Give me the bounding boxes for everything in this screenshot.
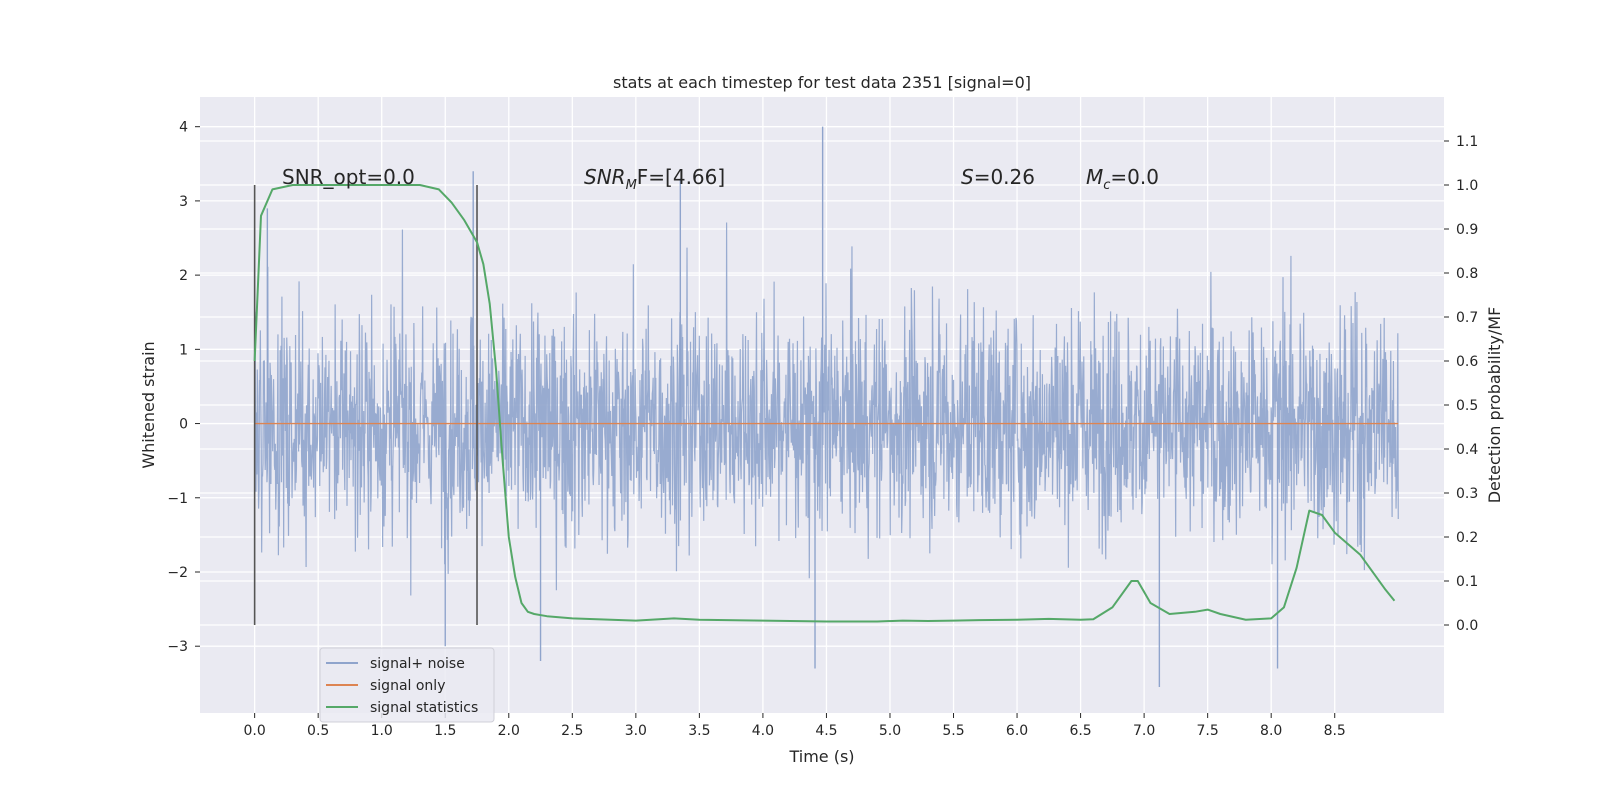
- annotation-s-main: S: [961, 165, 974, 189]
- y-right-tick-label: 1.1: [1456, 134, 1478, 150]
- x-tick-label: 0.0: [244, 723, 266, 739]
- y-right-tick-label: 0.7: [1456, 310, 1478, 326]
- x-tick-label: 2.5: [561, 723, 583, 739]
- x-tick-label: 8.0: [1260, 723, 1282, 739]
- y-right-tick-label: 0.5: [1456, 398, 1478, 414]
- annotation-mc-sub: c: [1103, 178, 1110, 193]
- x-tick-label: 8.5: [1324, 723, 1346, 739]
- x-tick-label: 0.5: [307, 723, 329, 739]
- x-tick-label: 5.0: [879, 723, 901, 739]
- annotations: SNR_opt=0.0 SNRMF=[4.66] S=0.26 Mc=0.0: [282, 165, 1159, 193]
- annotation-snr-mf-main: SNR: [584, 165, 626, 189]
- y-left-tick-label: −2: [167, 565, 188, 581]
- y-right-tick-label: 1.0: [1456, 178, 1478, 194]
- x-tick-label: 1.0: [371, 723, 393, 739]
- y-right-tick-label: 0.2: [1456, 530, 1478, 546]
- x-tick-label: 2.0: [498, 723, 520, 739]
- annotation-snr-mf-sub: M: [626, 178, 637, 193]
- y-right-tick-label: 0.6: [1456, 354, 1478, 370]
- annotation-s: S=0.26: [961, 165, 1035, 189]
- legend-box: [319, 647, 495, 723]
- x-tick-label: 4.0: [752, 723, 774, 739]
- legend-label-noise: signal+ noise: [370, 656, 465, 672]
- legend-label-statistics: signal statistics: [370, 700, 478, 716]
- y-left-tick-label: 1: [179, 342, 188, 358]
- x-tick-label: 6.0: [1006, 723, 1028, 739]
- annotation-snr-opt: SNR_opt=0.0: [282, 165, 415, 189]
- y-right-tick-label: 0.3: [1456, 486, 1478, 502]
- annotation-s-rest: =0.26: [974, 165, 1035, 189]
- x-tick-label: 3.5: [688, 723, 710, 739]
- series-signal-statistics: [253, 184, 1396, 623]
- x-tick-label: 7.5: [1197, 723, 1219, 739]
- y-left-tick-label: −1: [167, 491, 188, 507]
- y-left-tick-label: 0: [179, 417, 188, 433]
- y-left-tick-label: −3: [167, 639, 188, 655]
- annotation-mc-rest: =0.0: [1110, 165, 1159, 189]
- annotation-mc-main: M: [1086, 165, 1103, 189]
- annotation-snr-mf-rest: F=[4.66]: [637, 165, 725, 189]
- legend: signal+ noise signal only signal statist…: [319, 647, 495, 723]
- y-right-tick-label: 0.9: [1456, 222, 1478, 238]
- y-left-tick-label: 2: [179, 268, 188, 284]
- y-right-tick-label: 0.8: [1456, 266, 1478, 282]
- legend-label-signal-only: signal only: [370, 678, 445, 694]
- y-left-tick-label: 4: [179, 120, 188, 136]
- x-tick-label: 1.5: [434, 723, 456, 739]
- axes: 0.0 0.5 1.0 1.5 2.0 2.5 3.0 3.5 4.0 4.5 5.0 5.5 6.0 6…: [167, 120, 1478, 739]
- x-tick-label: 5.5: [942, 723, 964, 739]
- x-tick-label: 6.5: [1069, 723, 1091, 739]
- y-axis-left-label: Whitened strain: [139, 341, 158, 468]
- y-right-tick-label: 0.4: [1456, 442, 1478, 458]
- y-left-tick-label: 3: [179, 194, 188, 210]
- y-axis-right-label: Detection probability/MF: [1485, 307, 1504, 504]
- y-right-tick-label: 0.1: [1456, 574, 1478, 590]
- x-axis-label: Time (s): [788, 747, 854, 766]
- x-tick-label: 3.0: [625, 723, 647, 739]
- annotation-snr-mf: SNRMF=[4.66]: [584, 165, 725, 193]
- annotation-mc: Mc=0.0: [1086, 165, 1159, 193]
- y-right-tick-label: 0.0: [1456, 618, 1478, 634]
- chart-title: stats at each timestep for test data 235…: [613, 73, 1031, 92]
- x-tick-label: 4.5: [815, 723, 837, 739]
- data-layer: [253, 126, 1399, 688]
- x-tick-label: 7.0: [1133, 723, 1155, 739]
